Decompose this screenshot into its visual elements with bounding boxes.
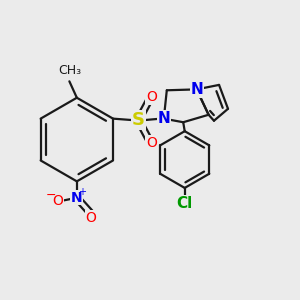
Text: O: O (52, 194, 63, 208)
Text: +: + (78, 188, 86, 197)
Text: CH₃: CH₃ (58, 64, 81, 77)
Text: Cl: Cl (177, 196, 193, 211)
Text: −: − (46, 189, 56, 202)
Text: S: S (132, 111, 145, 129)
Text: O: O (146, 136, 157, 150)
Text: N: N (190, 82, 203, 97)
Text: N: N (71, 191, 83, 205)
Text: O: O (86, 211, 97, 225)
Text: N: N (158, 111, 170, 126)
Text: O: O (146, 90, 157, 104)
